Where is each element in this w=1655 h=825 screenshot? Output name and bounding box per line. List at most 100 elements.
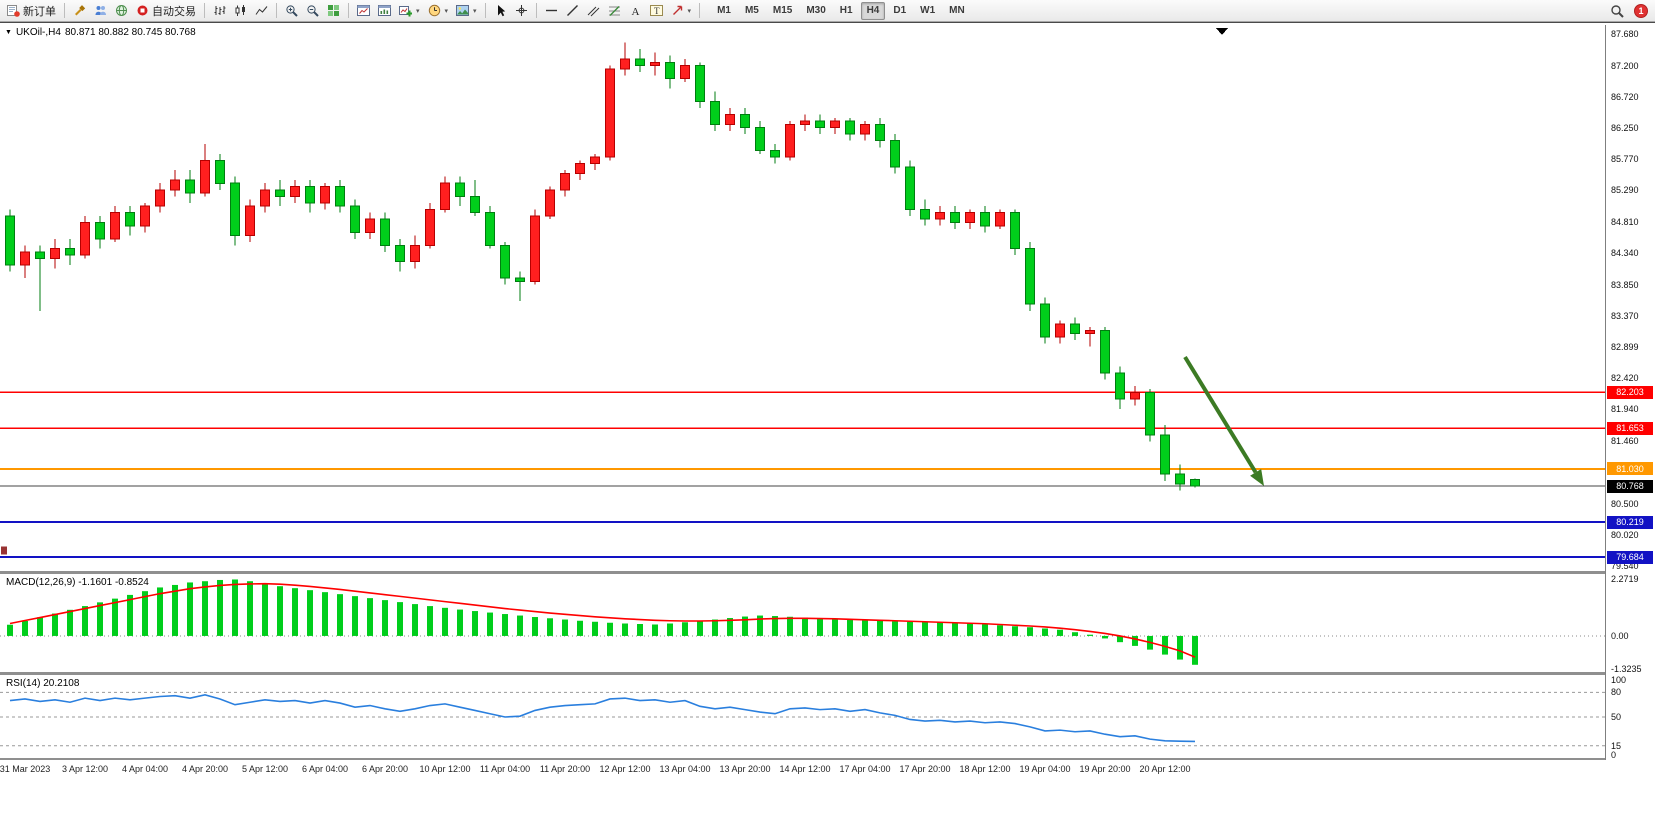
line-price-tag[interactable]: 82.203 (1607, 385, 1653, 399)
price-axis-label: 86.250 (1611, 122, 1639, 133)
channel-icon (587, 4, 600, 17)
timeframe-button-d1[interactable]: D1 (887, 2, 912, 20)
text-icon: A (629, 4, 642, 17)
hline-tool-button[interactable] (541, 1, 562, 20)
time-axis-label: 4 Apr 20:00 (181, 764, 229, 774)
timeframe-button-mn[interactable]: MN (943, 2, 971, 20)
timeframe-button-m30[interactable]: M30 (800, 2, 831, 20)
line-chart-button[interactable] (251, 1, 272, 20)
toolbar-separator (64, 3, 65, 18)
tile-windows-button[interactable] (323, 1, 344, 20)
trend-arrow-annotation (1183, 355, 1264, 486)
globe-icon (115, 4, 128, 17)
arrows-icon (671, 4, 684, 17)
new-order-button[interactable]: 新订单 (3, 1, 60, 20)
line-price-tag[interactable]: 80.219 (1607, 515, 1653, 529)
toolbar-separator (535, 3, 537, 18)
line-chart-icon (255, 4, 268, 17)
market-button[interactable] (111, 1, 132, 20)
toolbar-separator (204, 3, 205, 18)
zoom-out-button[interactable] (302, 1, 323, 20)
price-axis-label: 86.720 (1611, 91, 1639, 102)
macd-chart-svg[interactable] (0, 575, 1605, 672)
bar-chart-button[interactable] (209, 1, 230, 20)
timeframe-button-m5[interactable]: M5 (739, 2, 765, 20)
crosshair-button[interactable] (511, 1, 532, 20)
chart-panel-icon (357, 4, 370, 17)
rsi-chart-svg[interactable] (0, 676, 1605, 758)
macd-label: MACD(12,26,9) -1.1601 -0.8524 (6, 577, 149, 588)
channel-tool-button[interactable] (583, 1, 604, 20)
price-axis-label: 82.899 (1611, 341, 1639, 352)
auto-trading-button[interactable]: 自动交易 (132, 1, 200, 20)
candle-chart-icon (234, 4, 247, 17)
line-price-tag[interactable]: 79.684 (1607, 550, 1653, 564)
price-axis[interactable]: 87.680 87.200 86.720 86.250 85.770 85.290 84.8… (1605, 25, 1655, 760)
toolbar-right-group: 1 (1606, 0, 1652, 21)
green-plus-icon (399, 4, 412, 17)
hammer-tool-button[interactable] (69, 1, 90, 20)
time-axis-label: 4 Apr 04:00 (121, 764, 169, 774)
magnifier-icon (1610, 4, 1624, 18)
macd-scale-label: 0.00 (1611, 630, 1629, 641)
data-window-button[interactable] (374, 1, 395, 20)
main-chart-svg[interactable] (0, 25, 1605, 571)
price-axis-label: 81.940 (1611, 404, 1639, 415)
toolbar-separator (484, 3, 486, 18)
macd-scale-label: -1.3235 (1611, 663, 1642, 674)
line-price-tag[interactable]: 81.030 (1607, 462, 1653, 476)
cursor-button[interactable] (490, 1, 511, 20)
price-axis-label: 84.810 (1611, 216, 1639, 227)
candle-chart-button[interactable] (230, 1, 251, 20)
autotrade-icon (136, 4, 149, 17)
time-axis-label: 20 Apr 12:00 (1139, 764, 1191, 774)
timeframe-button-m1[interactable]: M1 (711, 2, 737, 20)
price-axis-label: 87.200 (1611, 60, 1639, 71)
arrows-tool-button[interactable]: ▾ (667, 1, 696, 20)
toolbar-separator (348, 3, 349, 18)
search-button[interactable] (1606, 1, 1628, 20)
price-axis-label: 79.540 (1611, 561, 1639, 572)
time-axis-label: 6 Apr 20:00 (361, 764, 409, 774)
line-price-tag[interactable]: 81.653 (1607, 421, 1653, 435)
dropdown-caret-icon: ▾ (473, 7, 477, 15)
price-axis-label: 83.850 (1611, 279, 1639, 290)
template-button[interactable]: ▾ (452, 1, 481, 20)
price-axis-label: 85.290 (1611, 185, 1639, 196)
tile-icon (327, 4, 340, 17)
text-tool-button[interactable]: A (625, 1, 646, 20)
trendline-tool-button[interactable] (562, 1, 583, 20)
timeframe-toolbar: M1 M5 M15 M30 H1 H4 D1 W1 MN (710, 0, 972, 21)
profiles-button[interactable] (90, 1, 111, 20)
zoom-in-button[interactable] (281, 1, 302, 20)
textbox-icon: T (649, 4, 663, 17)
panel-separator[interactable] (0, 672, 1655, 675)
zoom-out-icon (306, 4, 319, 17)
time-axis[interactable]: 31 Mar 2023 3 Apr 12:00 4 Apr 04:00 4 Apr 2… (0, 760, 1605, 780)
price-axis-label: 81.460 (1611, 435, 1639, 446)
fibonacci-tool-button[interactable] (604, 1, 625, 20)
chart-symbol-label: ▼ UKOil-,H4 80.871 80.882 80.745 80.768 (5, 27, 196, 38)
timeframe-button-m15[interactable]: M15 (767, 2, 798, 20)
timeframe-button-h4[interactable]: H4 (860, 1, 886, 20)
image-icon (456, 4, 470, 17)
time-axis-label: 5 Apr 12:00 (241, 764, 289, 774)
label-tool-button[interactable]: T (646, 1, 667, 20)
period-button[interactable]: ▾ (424, 1, 453, 20)
svg-text:A: A (631, 6, 639, 17)
rsi-scale-label: 80 (1611, 687, 1622, 698)
panel-separator[interactable] (0, 571, 1655, 574)
cursor-icon (494, 4, 507, 17)
timeframe-button-w1[interactable]: W1 (914, 2, 941, 20)
time-axis-label: 17 Apr 04:00 (839, 764, 891, 774)
timeframe-button-h1[interactable]: H1 (834, 2, 859, 20)
add-indicator-button[interactable]: ▾ (395, 1, 424, 20)
ohlc-values: 80.871 80.882 80.745 80.768 (64, 27, 196, 38)
indicator-window-button[interactable] (353, 1, 374, 20)
chart-menu-icon[interactable]: ▼ (5, 29, 12, 36)
hammer-icon (73, 4, 86, 17)
users-icon (94, 4, 107, 17)
notification-badge[interactable]: 1 (1634, 3, 1648, 18)
price-axis-label: 83.370 (1611, 310, 1639, 321)
svg-text:T: T (654, 6, 660, 16)
